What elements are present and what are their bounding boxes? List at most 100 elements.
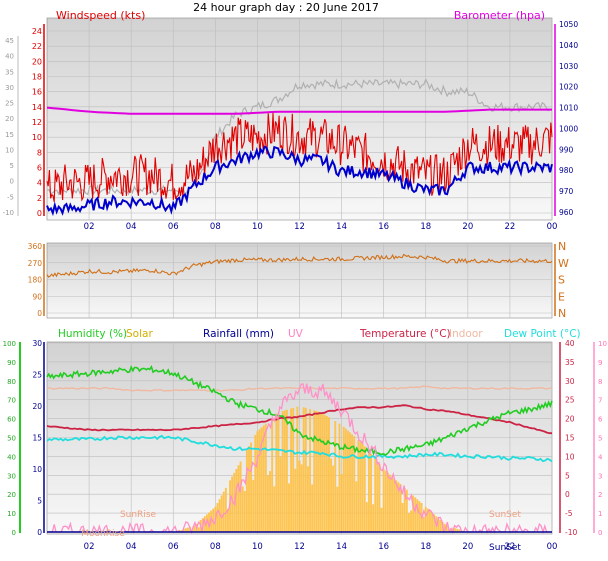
windspeed-tick-20: 20 — [32, 57, 42, 66]
humidity-tick-100: 100 — [3, 340, 16, 348]
dew-point-line — [46, 434, 553, 463]
legend-humidity: Humidity (%) — [58, 328, 127, 340]
humidity-tick-40: 40 — [7, 453, 16, 461]
wind-alt-tick--10: -10 — [3, 209, 14, 217]
wind-alt-tick--5: -5 — [7, 193, 14, 201]
dir-tick-270: 270 — [28, 259, 43, 268]
uv-tick-1: 1 — [598, 510, 602, 518]
temp-tick--10: -10 — [565, 528, 577, 537]
temp-x-tick-10: 10 — [252, 542, 263, 552]
rain-tick-20: 20 — [32, 402, 42, 411]
wind-x-tick-14: 14 — [336, 222, 347, 232]
windspeed-tick-16: 16 — [32, 88, 42, 97]
wind-alt-tick-15: 15 — [5, 131, 14, 139]
wind-x-tick-12: 12 — [294, 222, 305, 232]
temp-x-tick-02: 02 — [84, 542, 95, 552]
uv-tick-0: 0 — [598, 529, 602, 537]
rain-tick-5: 5 — [37, 497, 42, 506]
temp-tick--5: -5 — [565, 509, 573, 518]
barometer-tick-990: 990 — [559, 145, 574, 154]
wind-alt-tick-35: 35 — [5, 68, 14, 76]
moonrise-label: MoonRise — [81, 529, 125, 539]
windspeed-tick-0: 0 — [37, 209, 42, 218]
sunset-tick-label: SunSet — [489, 543, 521, 553]
uv-tick-7: 7 — [598, 397, 602, 405]
temp-tick-40: 40 — [565, 339, 575, 348]
windspeed-tick-24: 24 — [32, 27, 42, 36]
wind-x-tick-08: 08 — [210, 222, 221, 232]
rain-tick-15: 15 — [32, 434, 42, 443]
humidity-tick-60: 60 — [7, 416, 16, 424]
temp-x-tick-22: 22 — [505, 542, 516, 552]
windspeed-tick-10: 10 — [32, 133, 42, 142]
temp-tick-35: 35 — [565, 358, 575, 367]
temp-x-tick-00: 00 — [547, 542, 558, 552]
compass-label-0: N — [558, 240, 566, 253]
wind-x-tick-16: 16 — [378, 222, 389, 232]
wind-alt-tick-20: 20 — [5, 115, 14, 123]
barometer-tick-1000: 1000 — [559, 124, 578, 133]
temp-x-tick-18: 18 — [420, 542, 431, 552]
temp-x-tick-20: 20 — [462, 542, 473, 552]
temperature-line — [46, 404, 552, 435]
humidity-tick-10: 10 — [7, 510, 16, 518]
barometer-tick-970: 970 — [559, 187, 574, 196]
wind-speed-line — [46, 112, 553, 203]
humidity-tick-30: 30 — [7, 472, 16, 480]
uv-tick-8: 8 — [598, 378, 602, 386]
windspeed-tick-22: 22 — [32, 42, 42, 51]
legend-uv: UV — [288, 328, 304, 340]
rain-tick-10: 10 — [32, 465, 42, 474]
barometer-tick-1020: 1020 — [559, 83, 578, 92]
wind-alt-tick-25: 25 — [5, 100, 14, 108]
legend-solar: Solar — [126, 328, 153, 340]
wind-alt-tick-40: 40 — [5, 53, 14, 61]
wind-alt-tick-30: 30 — [5, 84, 14, 92]
dir-tick-0: 0 — [37, 309, 42, 318]
humidity-tick-70: 70 — [7, 397, 16, 405]
dir-tick-90: 90 — [32, 292, 42, 301]
windspeed-tick-12: 12 — [32, 118, 42, 127]
uv-tick-6: 6 — [598, 416, 603, 424]
wind-x-tick-10: 10 — [252, 222, 263, 232]
temp-tick-0: 0 — [565, 490, 570, 499]
wind-alt-tick-0: 0 — [10, 178, 14, 186]
compass-label-1: W — [558, 257, 569, 270]
chart-title: 24 hour graph day : 20 June 2017 — [193, 1, 379, 14]
humidity-tick-20: 20 — [7, 491, 16, 499]
uv-tick-3: 3 — [598, 472, 602, 480]
humidity-tick-90: 90 — [7, 359, 16, 367]
compass-label-3: E — [558, 290, 565, 303]
barometer-label: Barometer (hpa) — [454, 9, 545, 22]
humidity-tick-80: 80 — [7, 378, 16, 386]
barometer-tick-1030: 1030 — [559, 62, 578, 71]
dir-tick-360: 360 — [28, 242, 43, 251]
uv-tick-4: 4 — [598, 453, 603, 461]
temp-tick-20: 20 — [565, 415, 575, 424]
temp-x-tick-16: 16 — [378, 542, 389, 552]
windspeed-tick-6: 6 — [37, 164, 42, 173]
temp-tick-30: 30 — [565, 377, 575, 386]
barometer-tick-1050: 1050 — [559, 20, 578, 29]
wind-alt-tick-45: 45 — [5, 37, 14, 45]
windspeed-tick-18: 18 — [32, 73, 42, 82]
wind-alt-tick-5: 5 — [10, 162, 14, 170]
temp-tick-15: 15 — [565, 434, 575, 443]
sunrise-label: SunRise — [120, 510, 157, 520]
temp-x-tick-04: 04 — [126, 542, 137, 552]
humidity-tick-50: 50 — [7, 435, 16, 443]
compass-label-2: S — [558, 274, 565, 287]
temp-legend: Humidity (%) Solar Rainfall (mm) UV Temp… — [58, 328, 581, 340]
humidity-line — [46, 364, 553, 456]
barometer-tick-960: 960 — [559, 208, 574, 217]
barometer-line — [46, 106, 552, 115]
wind-direction-line — [46, 253, 553, 278]
windspeed-tick-14: 14 — [32, 103, 42, 112]
temp-tick-10: 10 — [565, 452, 575, 461]
temp-x-tick-06: 06 — [168, 542, 179, 552]
uv-tick-5: 5 — [598, 435, 602, 443]
compass-label-4: N — [558, 307, 566, 320]
wind-average-line — [46, 145, 553, 217]
temp-x-tick-12: 12 — [294, 542, 305, 552]
